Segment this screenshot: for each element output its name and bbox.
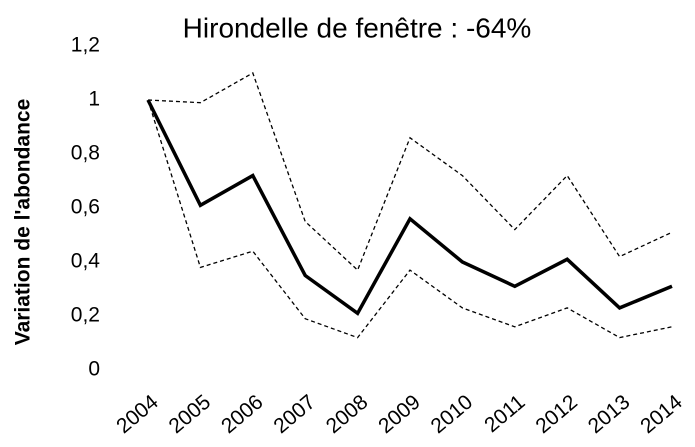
y-tick-label: 0 — [88, 358, 100, 381]
x-tick-label: 2006 — [217, 390, 268, 438]
trend-line — [146, 99, 673, 316]
confidence-line — [147, 72, 673, 272]
y-tick-label: 0,6 — [71, 196, 100, 219]
x-tick-label: 2007 — [269, 390, 320, 438]
y-axis-label: Variation de l'abondance — [12, 99, 35, 346]
x-tick-label: 2009 — [374, 390, 425, 438]
x-tick-label: 2005 — [165, 390, 216, 438]
x-tick-label: 2013 — [584, 390, 635, 438]
y-tick-label: 0,4 — [71, 250, 101, 273]
chart-title: Hirondelle de fenêtre : -64% — [183, 12, 532, 43]
x-tick-label: 2010 — [427, 390, 478, 438]
x-tick-label: 2014 — [636, 390, 687, 438]
confidence-line — [147, 99, 673, 339]
y-tick-label: 1,2 — [71, 34, 100, 57]
y-tick-label: 1 — [88, 88, 100, 111]
y-tick-label: 0,8 — [71, 142, 100, 165]
x-tick-label: 2012 — [531, 390, 582, 438]
x-tick-label: 2008 — [322, 390, 373, 438]
x-tick-label: 2011 — [480, 390, 529, 437]
y-tick-label: 0,2 — [71, 304, 100, 327]
x-tick-label: 2004 — [112, 390, 163, 438]
